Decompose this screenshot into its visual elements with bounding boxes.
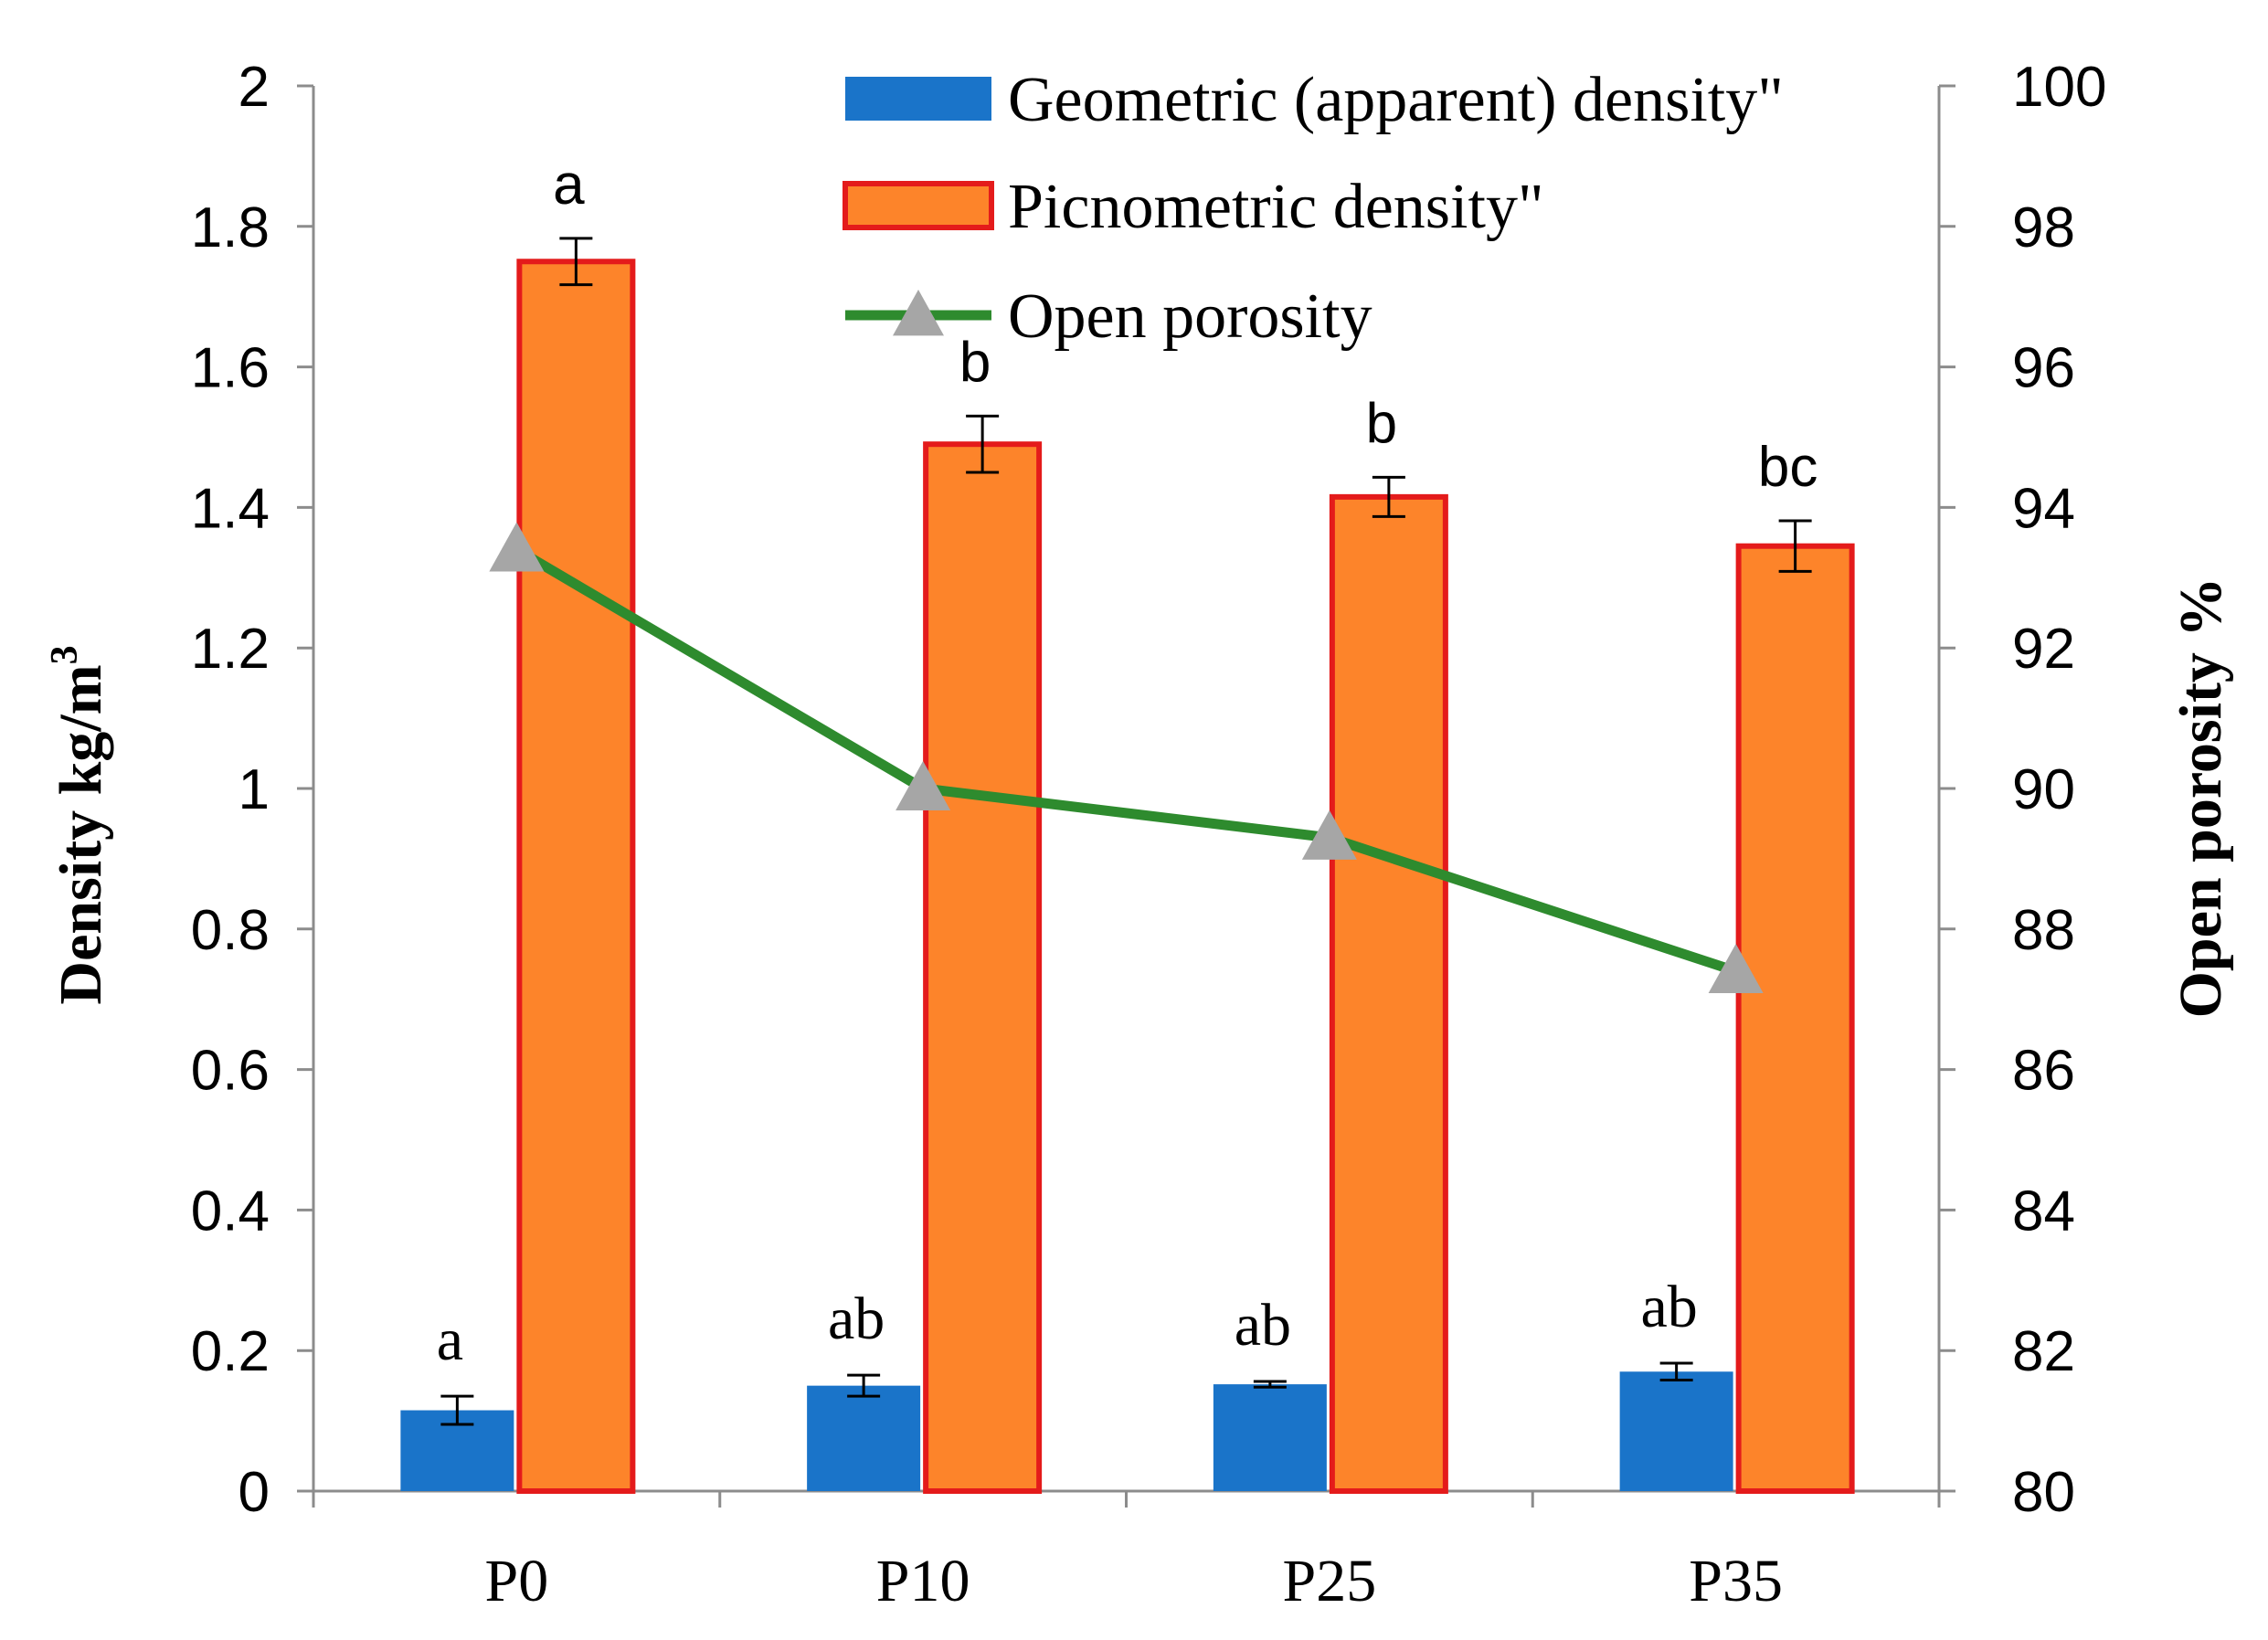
significance-letters: a a ab b ab b ab bc bbox=[437, 153, 1818, 1373]
category-label: P25 bbox=[1283, 1548, 1377, 1614]
picnometric-density-bar bbox=[923, 441, 1043, 1495]
left-tick-label: 0.6 bbox=[191, 1040, 270, 1103]
category-label: P35 bbox=[1689, 1548, 1783, 1614]
left-tick-label: 1.6 bbox=[191, 337, 270, 400]
left-tick-label: 0.2 bbox=[191, 1320, 270, 1383]
bars bbox=[400, 259, 1855, 1495]
geometric-significance-letter: a bbox=[437, 1307, 463, 1373]
right-tick-label: 88 bbox=[2012, 899, 2075, 962]
geometric-significance-letter: ab bbox=[1235, 1292, 1291, 1359]
left-tick-label: 1.2 bbox=[191, 618, 270, 681]
picnometric-density-bar bbox=[1735, 543, 1855, 1495]
geometric-density-bar bbox=[807, 1385, 921, 1491]
geometric-significance-letter: ab bbox=[828, 1286, 885, 1352]
legend-swatch-porosity-marker bbox=[893, 290, 944, 336]
geometric-significance-letter: ab bbox=[1640, 1274, 1697, 1340]
left-tick-label: 0 bbox=[238, 1461, 270, 1524]
right-tick-label: 98 bbox=[2012, 196, 2075, 259]
legend-entry-label: Picnometric density" bbox=[1008, 172, 1544, 242]
picnometric-significance-letter: bc bbox=[1758, 436, 1818, 499]
left-axis-title-superscript: 3 bbox=[44, 645, 86, 664]
picnometric-significance-letter: a bbox=[553, 153, 585, 217]
geometric-density-bar bbox=[1213, 1384, 1327, 1491]
open-porosity-marker bbox=[489, 522, 545, 572]
category-label: P0 bbox=[485, 1548, 549, 1614]
picnometric-significance-letter: b bbox=[1366, 392, 1397, 455]
legend-swatch-picnometric bbox=[843, 181, 994, 230]
picnometric-density-bar bbox=[516, 259, 636, 1494]
open-porosity-marker bbox=[1301, 809, 1357, 860]
category-label: P10 bbox=[876, 1548, 970, 1614]
axes: 0 0.2 0.4 0.6 0.8 1 1.2 1.4 1.6 1.8 2 80 82 84 86 88 90 9… bbox=[44, 56, 2234, 1614]
legend-swatch-geometric bbox=[845, 77, 991, 121]
picnometric-density-bar bbox=[1329, 493, 1448, 1494]
open-porosity-line bbox=[514, 545, 1738, 977]
right-axis-title: Open porosity % bbox=[2167, 577, 2234, 1019]
left-tick-label: 1.8 bbox=[191, 196, 270, 259]
left-tick-label: 0.8 bbox=[191, 899, 270, 962]
porosity-line bbox=[489, 522, 1764, 993]
left-tick-label: 2 bbox=[238, 56, 270, 119]
left-tick-label: 1.4 bbox=[191, 477, 270, 540]
open-porosity-marker bbox=[1708, 943, 1764, 993]
right-tick-label: 84 bbox=[2012, 1180, 2075, 1243]
right-tick-label: 86 bbox=[2012, 1040, 2075, 1103]
legend: Geometric (apparent) density" Picnometric… bbox=[843, 65, 1784, 352]
right-tick-label: 96 bbox=[2012, 337, 2075, 400]
right-tick-label: 82 bbox=[2012, 1320, 2075, 1383]
left-tick-label: 1 bbox=[238, 758, 270, 821]
right-tick-label: 100 bbox=[2012, 56, 2106, 119]
picnometric-significance-letter: b bbox=[959, 331, 991, 394]
legend-entry-label: Geometric (apparent) density" bbox=[1008, 65, 1784, 135]
right-tick-label: 90 bbox=[2012, 758, 2075, 821]
legend-entry-label: Open porosity bbox=[1008, 281, 1372, 352]
error-bars bbox=[440, 237, 1812, 1426]
left-axis-title: Density kg/m3 bbox=[44, 645, 114, 1004]
right-tick-label: 92 bbox=[2012, 618, 2075, 681]
left-tick-label: 0.4 bbox=[191, 1180, 270, 1243]
right-tick-label: 80 bbox=[2012, 1461, 2075, 1524]
right-tick-label: 94 bbox=[2012, 477, 2075, 540]
open-porosity-marker bbox=[896, 761, 951, 810]
geometric-density-bar bbox=[1619, 1371, 1733, 1491]
